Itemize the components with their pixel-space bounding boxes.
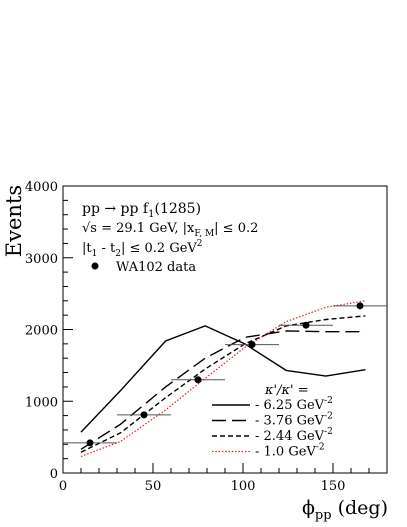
- x-label-unit: (deg): [332, 497, 388, 519]
- legend-label: - 3.76 GeV-2: [255, 412, 333, 429]
- legend: - 6.25 GeV-2- 3.76 GeV-2- 2.44 GeV-2- 1.…: [212, 396, 333, 460]
- data-legend-marker: [91, 262, 99, 270]
- x-tick-label: 100: [231, 479, 256, 494]
- t-cut-sup: 2: [197, 239, 203, 249]
- energy-annotation: √s = 29.1 GeV, |xF, M| ≤ 0.2: [82, 221, 258, 239]
- y-axis-label: Events: [2, 185, 26, 257]
- t-cut-sub2: 2: [115, 249, 121, 259]
- data-point: [194, 376, 202, 384]
- legend-label-base: - 6.25 GeV: [255, 398, 325, 413]
- data-legend-label: WA102 data: [116, 260, 196, 275]
- data-point: [140, 411, 148, 419]
- curve-longdash: [80, 330, 366, 450]
- x-label-sub: pp: [315, 508, 332, 523]
- curve-solid: [80, 325, 366, 433]
- process-annotation: pp → pp f1(1285): [82, 201, 201, 220]
- x-label-phi: ϕ: [302, 497, 315, 519]
- legend-label-exp: -2: [324, 396, 333, 406]
- legend-label-base: - 2.44 GeV: [255, 429, 325, 444]
- data-point: [302, 321, 310, 329]
- data-point: [248, 341, 256, 349]
- curve-shortdash: [80, 315, 366, 453]
- t-cut-a: |t: [82, 241, 92, 256]
- y-tick-label: 1000: [25, 395, 58, 410]
- energy-main: √s = 29.1 GeV, |x: [82, 221, 195, 236]
- legend-label: - 1.0 GeV-2: [255, 443, 325, 460]
- legend-label-base: - 1.0 GeV: [255, 445, 316, 460]
- energy-sub: F, M: [194, 229, 214, 239]
- model-curves: [80, 300, 366, 458]
- data-point: [86, 439, 94, 447]
- process-sub: 1: [148, 209, 154, 220]
- y-tick-label: 0: [50, 467, 58, 482]
- legend-label: - 6.25 GeV-2: [255, 396, 333, 413]
- energy-cut: | ≤ 0.2: [214, 221, 258, 236]
- t-cut-c: | ≤ 0.2 GeV: [121, 241, 197, 256]
- legend-label-exp: -2: [316, 443, 325, 453]
- legend-header: κ'/κ' =: [264, 383, 309, 398]
- legend-label-exp: -2: [324, 427, 333, 437]
- y-tick-label: 4000: [25, 180, 58, 195]
- x-tick-label: 50: [145, 479, 162, 494]
- tick-labels: 0 50 100 150 0 1000 2000 3000 4000: [25, 180, 346, 494]
- x-axis-label: ϕpp (deg): [302, 497, 388, 523]
- axis-ticks: [62, 185, 388, 474]
- t-cut-b: - t: [97, 241, 116, 256]
- data-points: [63, 302, 387, 447]
- process-mass: (1285): [155, 201, 202, 217]
- legend-label-exp: -2: [324, 412, 333, 422]
- t-cut-annotation: |t1 - t2| ≤ 0.2 GeV2: [82, 239, 203, 259]
- curve-dotted: [80, 300, 366, 458]
- y-tick-label: 2000: [25, 324, 58, 339]
- legend-label-base: - 3.76 GeV: [255, 414, 325, 429]
- y-tick-label: 3000: [25, 252, 58, 267]
- data-point: [356, 302, 364, 310]
- x-tick-label: 0: [59, 479, 67, 494]
- process-main: pp → pp f: [82, 201, 150, 217]
- legend-label: - 2.44 GeV-2: [255, 427, 333, 444]
- t-cut-sub1: 1: [92, 249, 98, 259]
- x-tick-label: 150: [321, 479, 346, 494]
